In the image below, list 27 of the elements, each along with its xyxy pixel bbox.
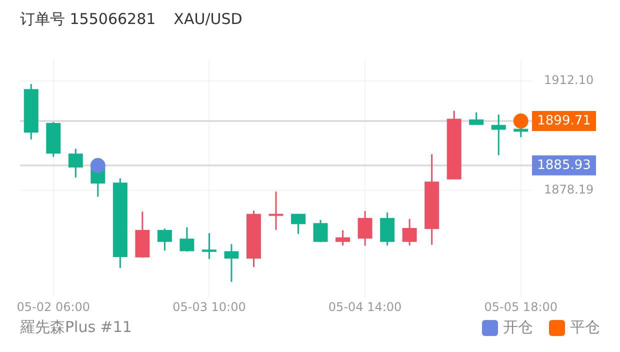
y-tick-label: 1878.19 [544,182,594,196]
ref-line-label: 1899.71 [537,113,591,128]
candlestick [491,114,506,156]
candlestick [380,212,395,246]
candlestick [313,219,328,243]
candlestick [291,213,306,235]
x-tick-label: 05-04 14:00 [328,300,402,314]
candlestick [180,226,194,252]
candlestick [224,243,239,283]
candlestick [469,112,484,126]
chart-subtitle: XAU/USD [174,10,242,28]
ref-line-label: 1885.93 [537,158,591,173]
candlestick [268,190,284,231]
x-tick-label: 05-05 18:00 [484,300,558,314]
candlestick [358,210,372,246]
chart-title: 订单号 155066281 [20,10,156,28]
candlestick [157,228,172,252]
y-tick-label: 1912.10 [544,73,594,88]
candlestick [68,148,83,178]
candlestick [202,232,216,260]
legend-label: 平仓 [570,318,600,337]
text: 羅先森Plus #11 [20,318,132,337]
candlestick [402,218,417,246]
x-tick-label: 05-03 10:00 [172,300,246,314]
legend-label: 开仓 [503,318,533,337]
x-tick-label: 05-02 06:00 [16,300,90,314]
candlestick [336,230,350,246]
